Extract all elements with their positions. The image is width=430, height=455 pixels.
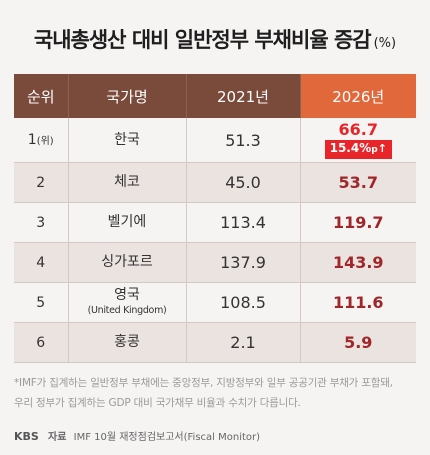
rank-value: 5 [36,294,46,311]
country-name: 벨기에 [107,214,147,230]
chart-unit: (%) [373,36,397,51]
source-footer: KBS 자료 IMF 10월 재정점검보고서(Fiscal Monitor) [14,428,260,443]
chart-title-text: 국내총생산 대비 일반정부 부채비율 증감 [33,28,372,52]
increase-unit: p [371,144,378,155]
value-2026-cell: 66.7 15.4%p↑ [300,118,416,163]
rank-cell: 4 [14,242,69,283]
column-header-country: 국가명 [68,74,187,118]
rank-value: 6 [36,334,46,351]
debt-ratio-table: 순위 국가명 2021년 2026년 1(위) 한국 51.3 66.7 15.4%p↑… [14,74,416,363]
increase-value: 15.4% [329,140,372,155]
rank-cell: 6 [14,322,69,363]
country-name-english: (United Kingdom) [87,304,167,316]
value-2021: 137.9 [186,242,301,283]
rank-cell: 2 [14,162,69,203]
increase-badge: 15.4%p↑ [324,139,392,159]
rank-value: 2 [36,174,46,191]
country-name: 홍콩 [114,334,140,350]
footnote: *IMF가 집계하는 일반정부 부채에는 중앙정부, 지방정부와 일부 공공기관… [14,373,419,413]
rank-cell: 1(위) [14,118,69,163]
country-name: 체코 [114,174,140,190]
source-text: IMF 10월 재정점검보고서(Fiscal Monitor) [73,432,261,443]
country-cell: 영국 (United Kingdom) [68,282,187,323]
up-arrow-icon: ↑ [377,141,387,155]
country-cell: 싱가포르 [68,242,187,283]
table-row: 5 영국 (United Kingdom) 108.5 111.6 [14,282,416,323]
country-cell: 벨기에 [68,202,187,243]
value-2026: 5.9 [344,333,373,352]
table-row: 4 싱가포르 137.9 143.9 [14,242,416,283]
value-2021: 51.3 [186,118,301,163]
country-name: 싱가포르 [101,254,153,270]
value-2026: 53.7 [338,173,378,192]
value-2021: 45.0 [186,162,301,203]
rank-suffix: (위) [36,136,54,147]
value-2026: 143.9 [332,253,384,272]
table-header-row: 순위 국가명 2021년 2026년 [14,74,416,118]
country-cell: 홍콩 [68,322,187,363]
country-name: 영국 [114,286,140,303]
value-2021: 113.4 [186,202,301,243]
kbs-logo: KBS [14,430,39,443]
value-2021: 108.5 [186,282,301,323]
country-cell: 체코 [68,162,187,203]
source-label: 자료 [48,432,67,443]
table-row: 3 벨기에 113.4 119.7 [14,202,416,243]
rank-value: 4 [36,254,46,271]
rank-cell: 5 [14,282,69,323]
value-2026: 111.6 [332,293,384,312]
country-cell: 한국 [68,118,187,163]
table-body: 1(위) 한국 51.3 66.7 15.4%p↑ 2 체코 45.0 53.7 3 벨기에 113.… [14,118,416,363]
value-2026: 66.7 [338,119,378,139]
value-2026: 119.7 [332,213,384,232]
footnote-line-2: 우리 정부가 집계하는 GDP 대비 국가채무 비율과 수치가 다릅니다. [14,397,301,409]
column-header-2026: 2026년 [300,74,416,118]
rank-value: 3 [36,214,46,231]
value-2026-cell: 111.6 [300,282,416,323]
country-name: 한국 [114,131,140,148]
value-2026-cell: 143.9 [300,242,416,283]
footnote-line-1: *IMF가 집계하는 일반정부 부채에는 중앙정부, 지방정부와 일부 공공기관… [14,377,393,389]
table-row: 6 홍콩 2.1 5.9 [14,322,416,363]
value-2026-cell: 119.7 [300,202,416,243]
value-2026-cell: 5.9 [300,322,416,363]
chart-title: 국내총생산 대비 일반정부 부채비율 증감 (%) [0,24,430,54]
value-2021: 2.1 [186,322,301,363]
rank-value: 1 [27,132,37,148]
value-2026-cell: 53.7 [300,162,416,203]
column-header-2021: 2021년 [186,74,301,118]
column-header-rank: 순위 [14,74,69,118]
table-row: 2 체코 45.0 53.7 [14,162,416,203]
rank-cell: 3 [14,202,69,243]
table-row: 1(위) 한국 51.3 66.7 15.4%p↑ [14,118,416,163]
